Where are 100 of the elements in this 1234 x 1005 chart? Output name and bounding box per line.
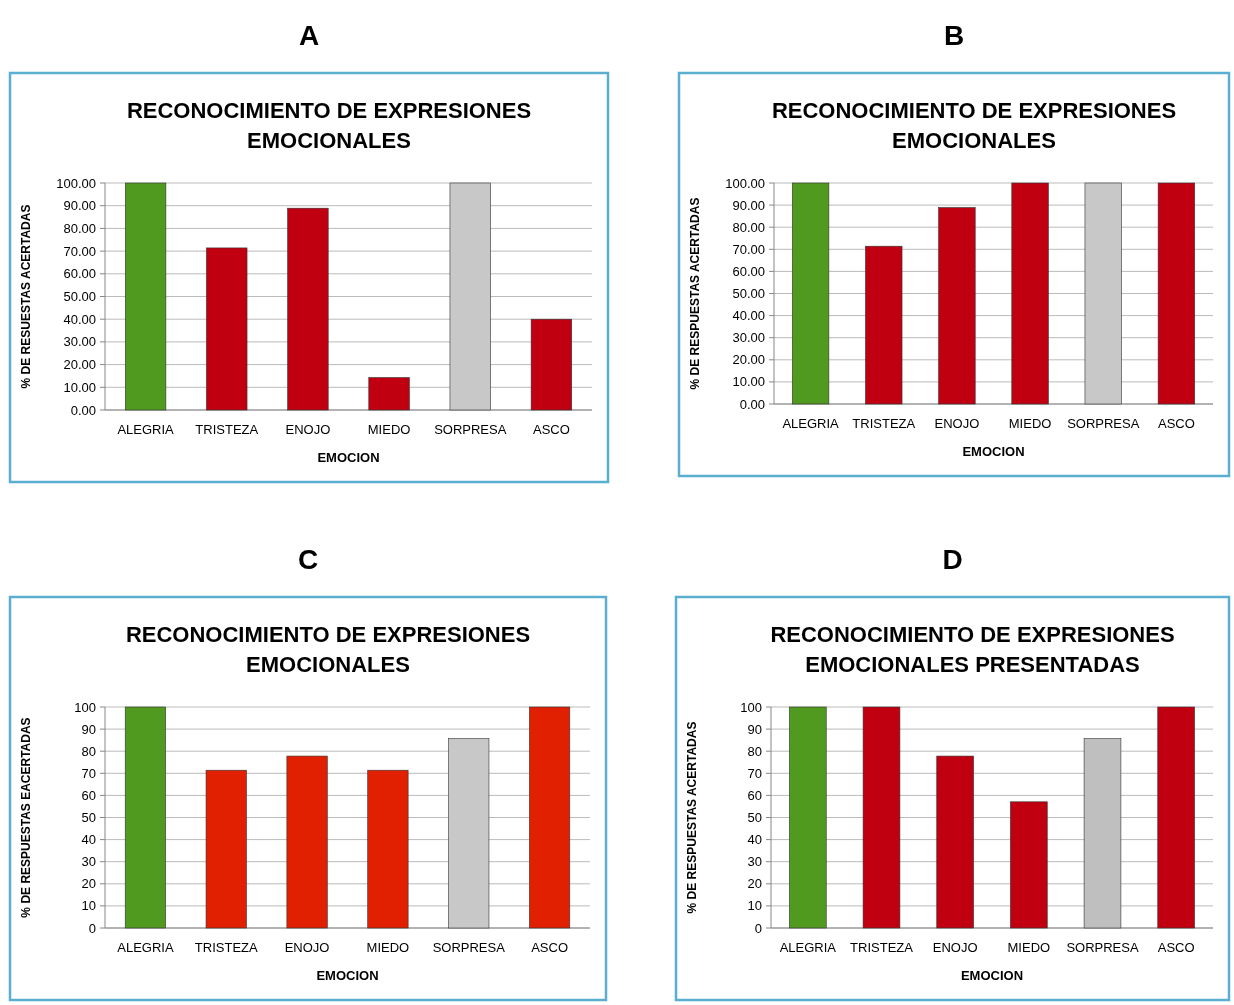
bar (124, 182, 167, 411)
y-tick-label: 60 (81, 787, 96, 803)
y-tick-label: 40.00 (732, 308, 765, 324)
y-tick-label: 10.00 (63, 379, 96, 395)
y-tick-label: 40 (747, 832, 762, 848)
bar (1084, 182, 1122, 405)
x-tick-label: MIEDO (1008, 416, 1052, 431)
x-tick-label: TRISTEZA (852, 416, 916, 431)
bar (448, 738, 490, 929)
text: D (942, 544, 963, 575)
x-tick-label: ASCO (1157, 416, 1195, 431)
y-tick-label: 100.00 (56, 175, 96, 191)
chart-title: RECONOCIMIENTO DE EXPRESIONES EMOCIONALES (126, 98, 532, 153)
x-tick-label: SORPRESA (432, 940, 506, 955)
bar (287, 207, 329, 411)
text: B (943, 20, 965, 51)
x-tick-label: ALEGRIA (117, 940, 174, 955)
x-tick-label: ALEGRIA (117, 422, 175, 437)
y-tick-label: 50 (81, 810, 96, 826)
bar (206, 247, 248, 411)
x-tick-label: ASCO (531, 940, 569, 955)
bar (1011, 182, 1049, 405)
y-tick-label: 80.00 (732, 219, 765, 235)
bar (865, 245, 903, 405)
bar (1157, 706, 1195, 929)
bar (449, 182, 491, 411)
y-tick-label: 20.00 (732, 352, 765, 368)
y-axis-title: % DE RESPUESTAS ACERTADAS (685, 721, 699, 914)
y-tick-label: 70.00 (63, 243, 96, 259)
y-tick-label: 60.00 (63, 266, 96, 282)
y-tick-label: 30 (81, 854, 96, 870)
y-tick-label: 100.00 (725, 175, 765, 191)
bar (1010, 801, 1048, 929)
x-tick-label: SORPRESA (434, 422, 507, 437)
y-tick-label: 30.00 (63, 334, 96, 350)
bar (529, 706, 571, 929)
y-tick-label: 0.00 (739, 396, 765, 412)
x-axis-title: EMOCION (316, 968, 379, 983)
y-tick-label: 60.00 (732, 263, 765, 279)
y-tick-label: 90.00 (63, 198, 96, 214)
bar (286, 755, 328, 929)
y-tick-label: 80.00 (63, 220, 96, 236)
x-tick-label: ENOJO (284, 940, 330, 955)
y-tick-label: 50.00 (63, 289, 96, 305)
x-tick-label: TRISTEZA (194, 940, 258, 955)
y-tick-label: 0 (754, 920, 762, 936)
y-tick-label: 90.00 (732, 197, 765, 213)
text: A (298, 20, 320, 51)
bar (936, 755, 974, 929)
x-tick-label: TRISTEZA (195, 422, 259, 437)
y-tick-label: 60 (747, 787, 762, 803)
x-tick-label: MIEDO (1007, 940, 1051, 955)
chart-title: RECONOCIMIENTO DE EXPRESIONES EMOCIONALES PRESENTADAS (770, 622, 1175, 677)
x-tick-label: SORPRESA (1067, 416, 1140, 431)
x-tick-label: SORPRESA (1066, 940, 1139, 955)
y-tick-label: 100 (740, 699, 762, 715)
y-tick-label: 0 (88, 920, 96, 936)
y-tick-label: 20 (81, 876, 96, 892)
y-tick-label: 70 (81, 765, 96, 781)
x-axis-title: EMOCION (960, 968, 1024, 983)
bar (789, 706, 827, 929)
x-tick-label: ASCO (532, 422, 570, 437)
y-tick-label: 80 (81, 743, 96, 759)
y-tick-label: 50 (747, 810, 762, 826)
y-tick-label: 40 (81, 832, 96, 848)
bar (124, 706, 166, 929)
bar (938, 207, 976, 405)
y-tick-label: 20 (747, 876, 762, 892)
y-tick-label: 70.00 (732, 241, 765, 257)
bar (530, 318, 573, 411)
bar (368, 377, 410, 411)
y-tick-label: 80 (747, 743, 762, 759)
y-tick-label: 20.00 (63, 357, 96, 373)
y-tick-label: 70 (747, 765, 762, 781)
text: C (297, 544, 319, 575)
y-tick-label: 0.00 (70, 402, 96, 418)
x-tick-label: ENOJO (934, 416, 980, 431)
y-axis-title: % DE RESUESTAS ACERTADAS (19, 204, 33, 389)
y-axis-title: % DE RESPUESTAS ACERTADAS (688, 197, 702, 390)
x-axis-title: EMOCION (317, 450, 380, 465)
x-tick-label: MIEDO (367, 422, 411, 437)
chart-title: RECONOCIMIENTO DE EXPRESIONES EMOCIONALES (771, 98, 1177, 153)
x-tick-label: TRISTEZA (850, 940, 914, 955)
bar (367, 769, 409, 929)
x-tick-label: ALEGRIA (779, 940, 837, 955)
x-tick-label: ALEGRIA (782, 416, 840, 431)
chart-title: RECONOCIMIENTO DE EXPRESIONES EMOCIONALES (125, 622, 531, 677)
y-axis-title: % DE RESPUESTAS EACERTADAS (19, 717, 33, 918)
bar (791, 182, 830, 405)
bar (862, 706, 901, 929)
y-tick-label: 30.00 (732, 330, 765, 346)
x-tick-label: MIEDO (366, 940, 410, 955)
y-tick-label: 90 (747, 721, 762, 737)
y-tick-label: 30 (747, 854, 762, 870)
x-axis-title: EMOCION (962, 444, 1025, 459)
x-tick-label: ASCO (1157, 940, 1195, 955)
x-tick-label: ENOJO (932, 940, 978, 955)
y-tick-label: 10 (747, 898, 762, 914)
y-tick-label: 90 (81, 721, 96, 737)
y-tick-label: 100 (74, 699, 96, 715)
